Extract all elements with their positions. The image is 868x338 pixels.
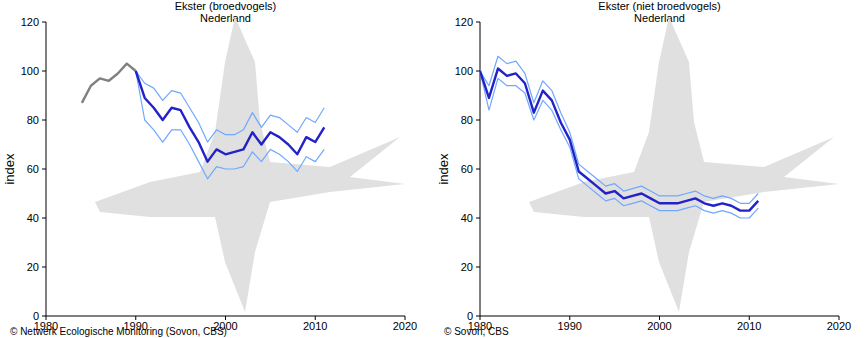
- y-tick-label: 100: [455, 65, 473, 77]
- y-tick: [476, 120, 480, 121]
- y-tick: [42, 71, 46, 72]
- y-tick-label: 100: [21, 65, 39, 77]
- series-line: [136, 71, 324, 179]
- series-line: [480, 69, 758, 211]
- y-tick: [476, 218, 480, 219]
- x-tick-label: 2000: [647, 320, 671, 332]
- swallow-silhouette: [529, 17, 839, 312]
- y-tick-label: 40: [27, 212, 39, 224]
- subtitle: Nederland: [634, 12, 685, 24]
- chart: Ekster (niet broedvogels)Nederland020406…: [436, 0, 851, 337]
- y-tick-label: 40: [461, 212, 473, 224]
- y-tick: [42, 22, 46, 23]
- subtitle: Nederland: [200, 12, 251, 24]
- y-tick: [42, 218, 46, 219]
- x-tick-label: 2020: [827, 320, 851, 332]
- y-axis-label: index: [436, 153, 451, 185]
- y-tick-label: 60: [461, 163, 473, 175]
- title: Ekster (broedvogels): [175, 0, 277, 12]
- y-tick-label: 20: [461, 261, 473, 273]
- y-tick-label: 120: [21, 16, 39, 28]
- y-tick-label: 120: [455, 16, 473, 28]
- chart: Ekster (broedvogels)Nederland02040608010…: [2, 0, 417, 337]
- series-line: [82, 64, 136, 103]
- figure: Ekster (broedvogels)Nederland02040608010…: [0, 0, 868, 338]
- y-tick-label: 80: [27, 114, 39, 126]
- y-tick: [476, 267, 480, 268]
- y-tick: [42, 316, 46, 317]
- x-tick-label: 1990: [558, 320, 582, 332]
- source: © Netwerk Ecologische Monitoring (Sovon,…: [10, 326, 227, 337]
- x-tick-label: 2020: [393, 320, 417, 332]
- plot-area: [82, 64, 324, 179]
- x-tick-label: 2010: [303, 320, 327, 332]
- y-tick: [476, 71, 480, 72]
- swallow-silhouette: [95, 17, 405, 312]
- y-tick: [476, 316, 480, 317]
- y-tick-label: 60: [27, 163, 39, 175]
- y-tick-label: 20: [27, 261, 39, 273]
- y-tick: [476, 169, 480, 170]
- series-line: [136, 71, 324, 142]
- source: © Sovon, CBS: [444, 326, 509, 337]
- y-tick-label: 80: [461, 114, 473, 126]
- x-tick-label: 2010: [737, 320, 761, 332]
- series-line: [136, 71, 324, 162]
- y-tick: [42, 120, 46, 121]
- y-tick: [476, 22, 480, 23]
- title: Ekster (niet broedvogels): [598, 0, 720, 12]
- y-tick: [42, 267, 46, 268]
- y-axis-label: index: [2, 153, 17, 185]
- y-tick: [42, 169, 46, 170]
- plot-area: [480, 56, 758, 218]
